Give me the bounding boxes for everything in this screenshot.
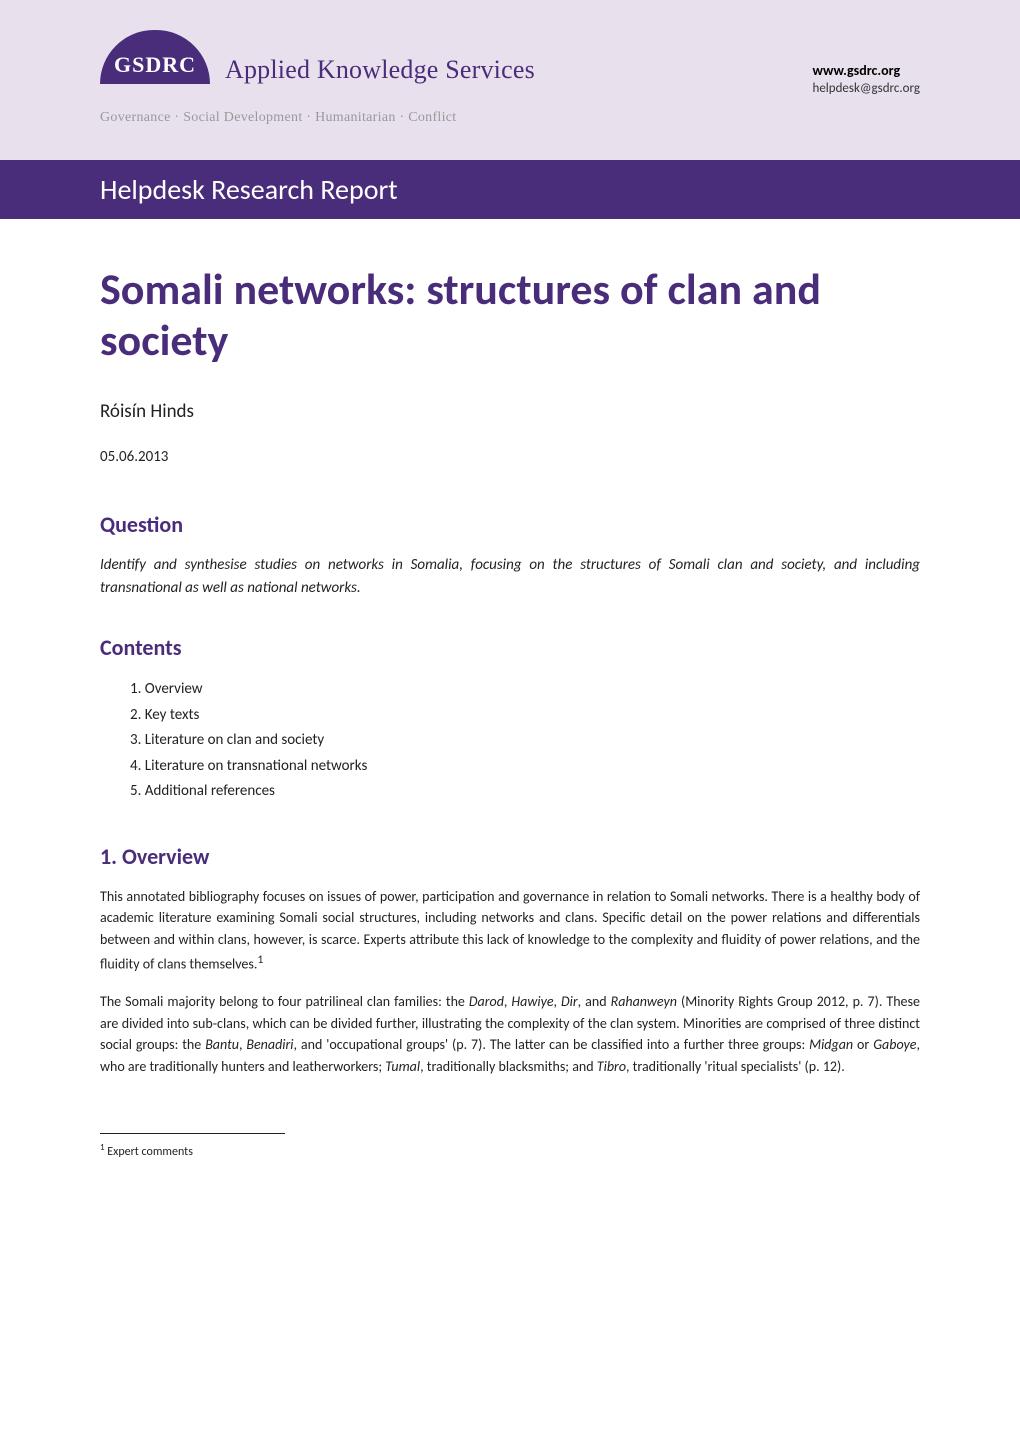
contents-item: 1. Overview (130, 677, 920, 703)
contents-item: 3. Literature on clan and society (130, 728, 920, 754)
site-info: www.gsdrc.org helpdesk@gsdrc.org (812, 62, 920, 96)
author: Róisín Hinds (100, 400, 920, 423)
site-email: helpdesk@gsdrc.org (812, 81, 920, 96)
content-region: Somali networks: structures of clan and … (0, 219, 1020, 1209)
gsdrc-logo: GSDRC (100, 30, 210, 115)
question-heading: Question (100, 511, 920, 538)
site-url: www.gsdrc.org (812, 62, 920, 79)
footnote: 1 Expert comments (100, 1142, 920, 1159)
footnote-marker: 1 (100, 1142, 105, 1153)
banner-text: Helpdesk Research Report (100, 172, 398, 207)
contents-list: 1. Overview 2. Key texts 3. Literature o… (100, 677, 920, 805)
header-region: GSDRC Governance · Social Development · … (0, 0, 1020, 160)
overview-para-2: The Somali majority belong to four patri… (100, 991, 920, 1078)
contents-item: 5. Additional references (130, 779, 920, 805)
logo-subtitle: Governance · Social Development · Humani… (100, 110, 560, 126)
footnote-rule (100, 1133, 285, 1134)
date: 05.06.2013 (100, 448, 920, 466)
overview-heading: 1. Overview (100, 843, 920, 870)
contents-heading: Contents (100, 634, 920, 661)
logo-block: GSDRC Governance · Social Development · … (100, 30, 210, 115)
overview-para-1: This annotated bibliography focuses on i… (100, 886, 920, 975)
document-title: Somali networks: structures of clan and … (100, 264, 920, 365)
question-text: Identify and synthesise studies on netwo… (100, 554, 920, 599)
logo-tagline: Applied Knowledge Services (225, 55, 535, 85)
footnote-text: Expert comments (107, 1145, 193, 1159)
contents-item: 4. Literature on transnational networks (130, 754, 920, 780)
contents-item: 2. Key texts (130, 703, 920, 729)
banner: Helpdesk Research Report (0, 160, 1020, 219)
logo-acronym: GSDRC (100, 52, 210, 78)
